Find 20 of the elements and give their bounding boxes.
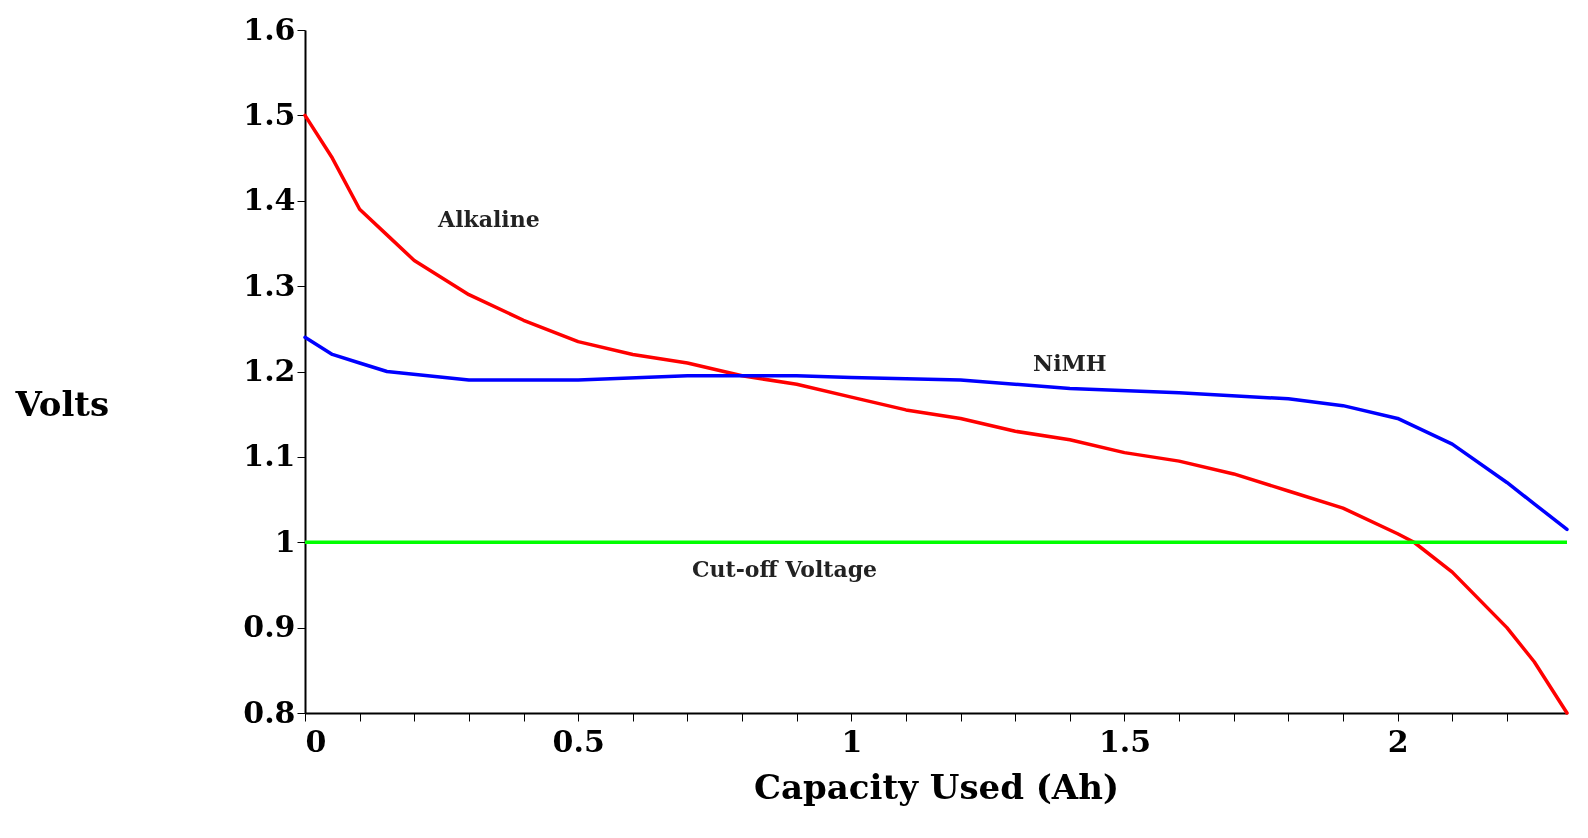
y-tick-label: 1.6: [243, 11, 296, 47]
y-tick-label: 1.4: [243, 182, 296, 218]
ref-line-label: Cut-off Voltage: [692, 556, 878, 583]
x-axis-title: Capacity Used (Ah): [753, 766, 1120, 807]
y-tick-label: 1.1: [243, 438, 296, 474]
y-axis-title: Volts: [14, 384, 110, 425]
y-tick-label: 1.3: [243, 267, 296, 303]
x-tick-label: 2: [1387, 723, 1409, 759]
x-tick-label: 0: [305, 723, 327, 759]
y-tick-label: 0.9: [243, 609, 296, 645]
y-tick-label: 1: [274, 523, 296, 559]
series-label: Alkaline: [437, 205, 540, 232]
y-tick-label: 1.2: [243, 353, 296, 388]
x-tick-label: 0.5: [552, 723, 605, 759]
x-tick-label: 1.5: [1098, 723, 1152, 759]
series-label: NiMH: [1033, 349, 1107, 376]
x-tick-label: 1: [841, 723, 863, 759]
y-tick-label: 1.5: [243, 96, 296, 132]
y-tick-label: 0.8: [243, 694, 296, 730]
line-series: [303, 335, 1569, 532]
